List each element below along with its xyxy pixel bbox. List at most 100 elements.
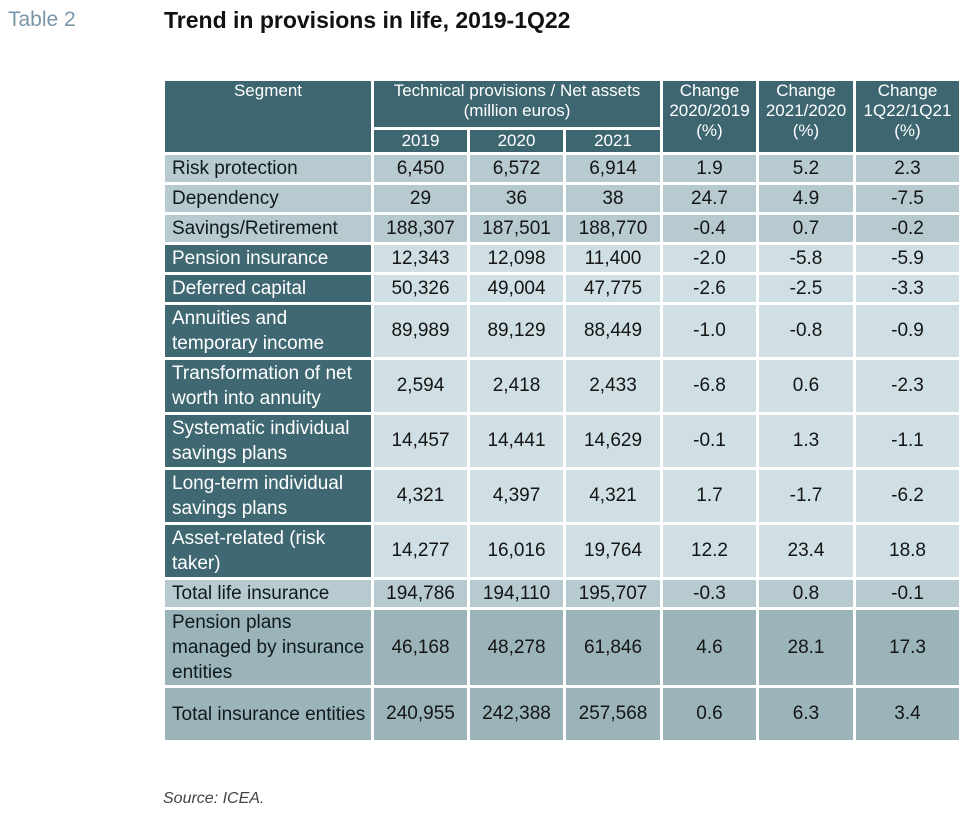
row-segment: Total insurance entities <box>165 688 371 740</box>
provisions-table: Segment Technical provisions / Net asset… <box>162 78 962 743</box>
cell-change-1: 4.6 <box>663 610 756 685</box>
cell-change-3: 18.8 <box>856 525 959 577</box>
table-row: Total life insurance 194,786 194,110 195… <box>165 580 959 607</box>
row-segment: Pension plans managed by insurance entit… <box>165 610 371 685</box>
cell-change-2: 28.1 <box>759 610 853 685</box>
cell-change-1: 24.7 <box>663 185 756 212</box>
table-row: Transformation of net worth into annuity… <box>165 360 959 412</box>
year-header-2021: 2021 <box>566 130 660 152</box>
row-segment: Transformation of net worth into annuity <box>165 360 371 412</box>
cell-2021: 47,775 <box>566 275 660 302</box>
cell-change-1: 1.7 <box>663 470 756 522</box>
cell-2019: 89,989 <box>374 305 467 357</box>
row-segment: Long-term individual savings plans <box>165 470 371 522</box>
cell-change-1: -1.0 <box>663 305 756 357</box>
cell-change-3: -7.5 <box>856 185 959 212</box>
cell-change-1: 12.2 <box>663 525 756 577</box>
cell-2021: 11,400 <box>566 245 660 272</box>
table-title: Trend in provisions in life, 2019-1Q22 <box>164 7 571 33</box>
year-header-2020: 2020 <box>470 130 563 152</box>
cell-change-3: -3.3 <box>856 275 959 302</box>
cell-2021: 38 <box>566 185 660 212</box>
cell-2019: 50,326 <box>374 275 467 302</box>
cell-2021: 6,914 <box>566 155 660 182</box>
cell-change-2: 0.6 <box>759 360 853 412</box>
cell-2020: 16,016 <box>470 525 563 577</box>
cell-change-2: 5.2 <box>759 155 853 182</box>
cell-change-2: -2.5 <box>759 275 853 302</box>
cell-2020: 194,110 <box>470 580 563 607</box>
cell-2019: 194,786 <box>374 580 467 607</box>
cell-change-3: -5.9 <box>856 245 959 272</box>
cell-2021: 4,321 <box>566 470 660 522</box>
row-segment: Deferred capital <box>165 275 371 302</box>
cell-change-3: 17.3 <box>856 610 959 685</box>
cell-change-3: -2.3 <box>856 360 959 412</box>
cell-2019: 14,277 <box>374 525 467 577</box>
table-row: Savings/Retirement 188,307 187,501 188,7… <box>165 215 959 242</box>
cell-2020: 89,129 <box>470 305 563 357</box>
cell-change-3: -0.2 <box>856 215 959 242</box>
cell-change-2: 1.3 <box>759 415 853 467</box>
year-header-2019: 2019 <box>374 130 467 152</box>
cell-change-3: -6.2 <box>856 470 959 522</box>
row-segment: Risk protection <box>165 155 371 182</box>
cell-2021: 88,449 <box>566 305 660 357</box>
table-row: Systematic individual savings plans 14,4… <box>165 415 959 467</box>
cell-change-3: -0.1 <box>856 580 959 607</box>
table-row: Deferred capital 50,326 49,004 47,775 -2… <box>165 275 959 302</box>
cell-change-2: 6.3 <box>759 688 853 740</box>
cell-2020: 49,004 <box>470 275 563 302</box>
row-segment: Savings/Retirement <box>165 215 371 242</box>
table-row: Risk protection 6,450 6,572 6,914 1.9 5.… <box>165 155 959 182</box>
table-row: Long-term individual savings plans 4,321… <box>165 470 959 522</box>
cell-2019: 4,321 <box>374 470 467 522</box>
change-2021-2020-header: Change 2021/2020 (%) <box>759 81 853 152</box>
cell-change-2: 4.9 <box>759 185 853 212</box>
cell-2019: 6,450 <box>374 155 467 182</box>
cell-2021: 188,770 <box>566 215 660 242</box>
cell-2020: 242,388 <box>470 688 563 740</box>
cell-change-1: -6.8 <box>663 360 756 412</box>
cell-change-1: -0.4 <box>663 215 756 242</box>
cell-change-2: 0.8 <box>759 580 853 607</box>
cell-change-3: -1.1 <box>856 415 959 467</box>
row-segment: Systematic individual savings plans <box>165 415 371 467</box>
source-note: Source: ICEA. <box>163 790 265 807</box>
cell-2020: 36 <box>470 185 563 212</box>
cell-change-2: -5.8 <box>759 245 853 272</box>
cell-2021: 195,707 <box>566 580 660 607</box>
change-1q22-1q21-header: Change 1Q22/1Q21 (%) <box>856 81 959 152</box>
change-2020-2019-header: Change 2020/2019 (%) <box>663 81 756 152</box>
row-segment: Dependency <box>165 185 371 212</box>
row-segment: Pension insurance <box>165 245 371 272</box>
cell-2020: 187,501 <box>470 215 563 242</box>
cell-2020: 12,098 <box>470 245 563 272</box>
cell-2020: 14,441 <box>470 415 563 467</box>
cell-2019: 12,343 <box>374 245 467 272</box>
cell-2019: 2,594 <box>374 360 467 412</box>
cell-2021: 14,629 <box>566 415 660 467</box>
row-segment: Annuities and temporary income <box>165 305 371 357</box>
row-segment: Asset-related (risk taker) <box>165 525 371 577</box>
cell-2019: 29 <box>374 185 467 212</box>
cell-change-1: -0.1 <box>663 415 756 467</box>
cell-2020: 6,572 <box>470 155 563 182</box>
cell-change-1: -2.0 <box>663 245 756 272</box>
cell-2020: 2,418 <box>470 360 563 412</box>
cell-2021: 19,764 <box>566 525 660 577</box>
cell-2020: 4,397 <box>470 470 563 522</box>
cell-2021: 2,433 <box>566 360 660 412</box>
row-segment: Total life insurance <box>165 580 371 607</box>
cell-2021: 257,568 <box>566 688 660 740</box>
table-row: Pension plans managed by insurance entit… <box>165 610 959 685</box>
cell-2021: 61,846 <box>566 610 660 685</box>
cell-change-1: -2.6 <box>663 275 756 302</box>
cell-change-2: 23.4 <box>759 525 853 577</box>
segment-header: Segment <box>165 81 371 152</box>
cell-change-3: 3.4 <box>856 688 959 740</box>
table-row: Dependency 29 36 38 24.7 4.9 -7.5 <box>165 185 959 212</box>
cell-change-3: 2.3 <box>856 155 959 182</box>
table-row: Total insurance entities 240,955 242,388… <box>165 688 959 740</box>
cell-2019: 14,457 <box>374 415 467 467</box>
